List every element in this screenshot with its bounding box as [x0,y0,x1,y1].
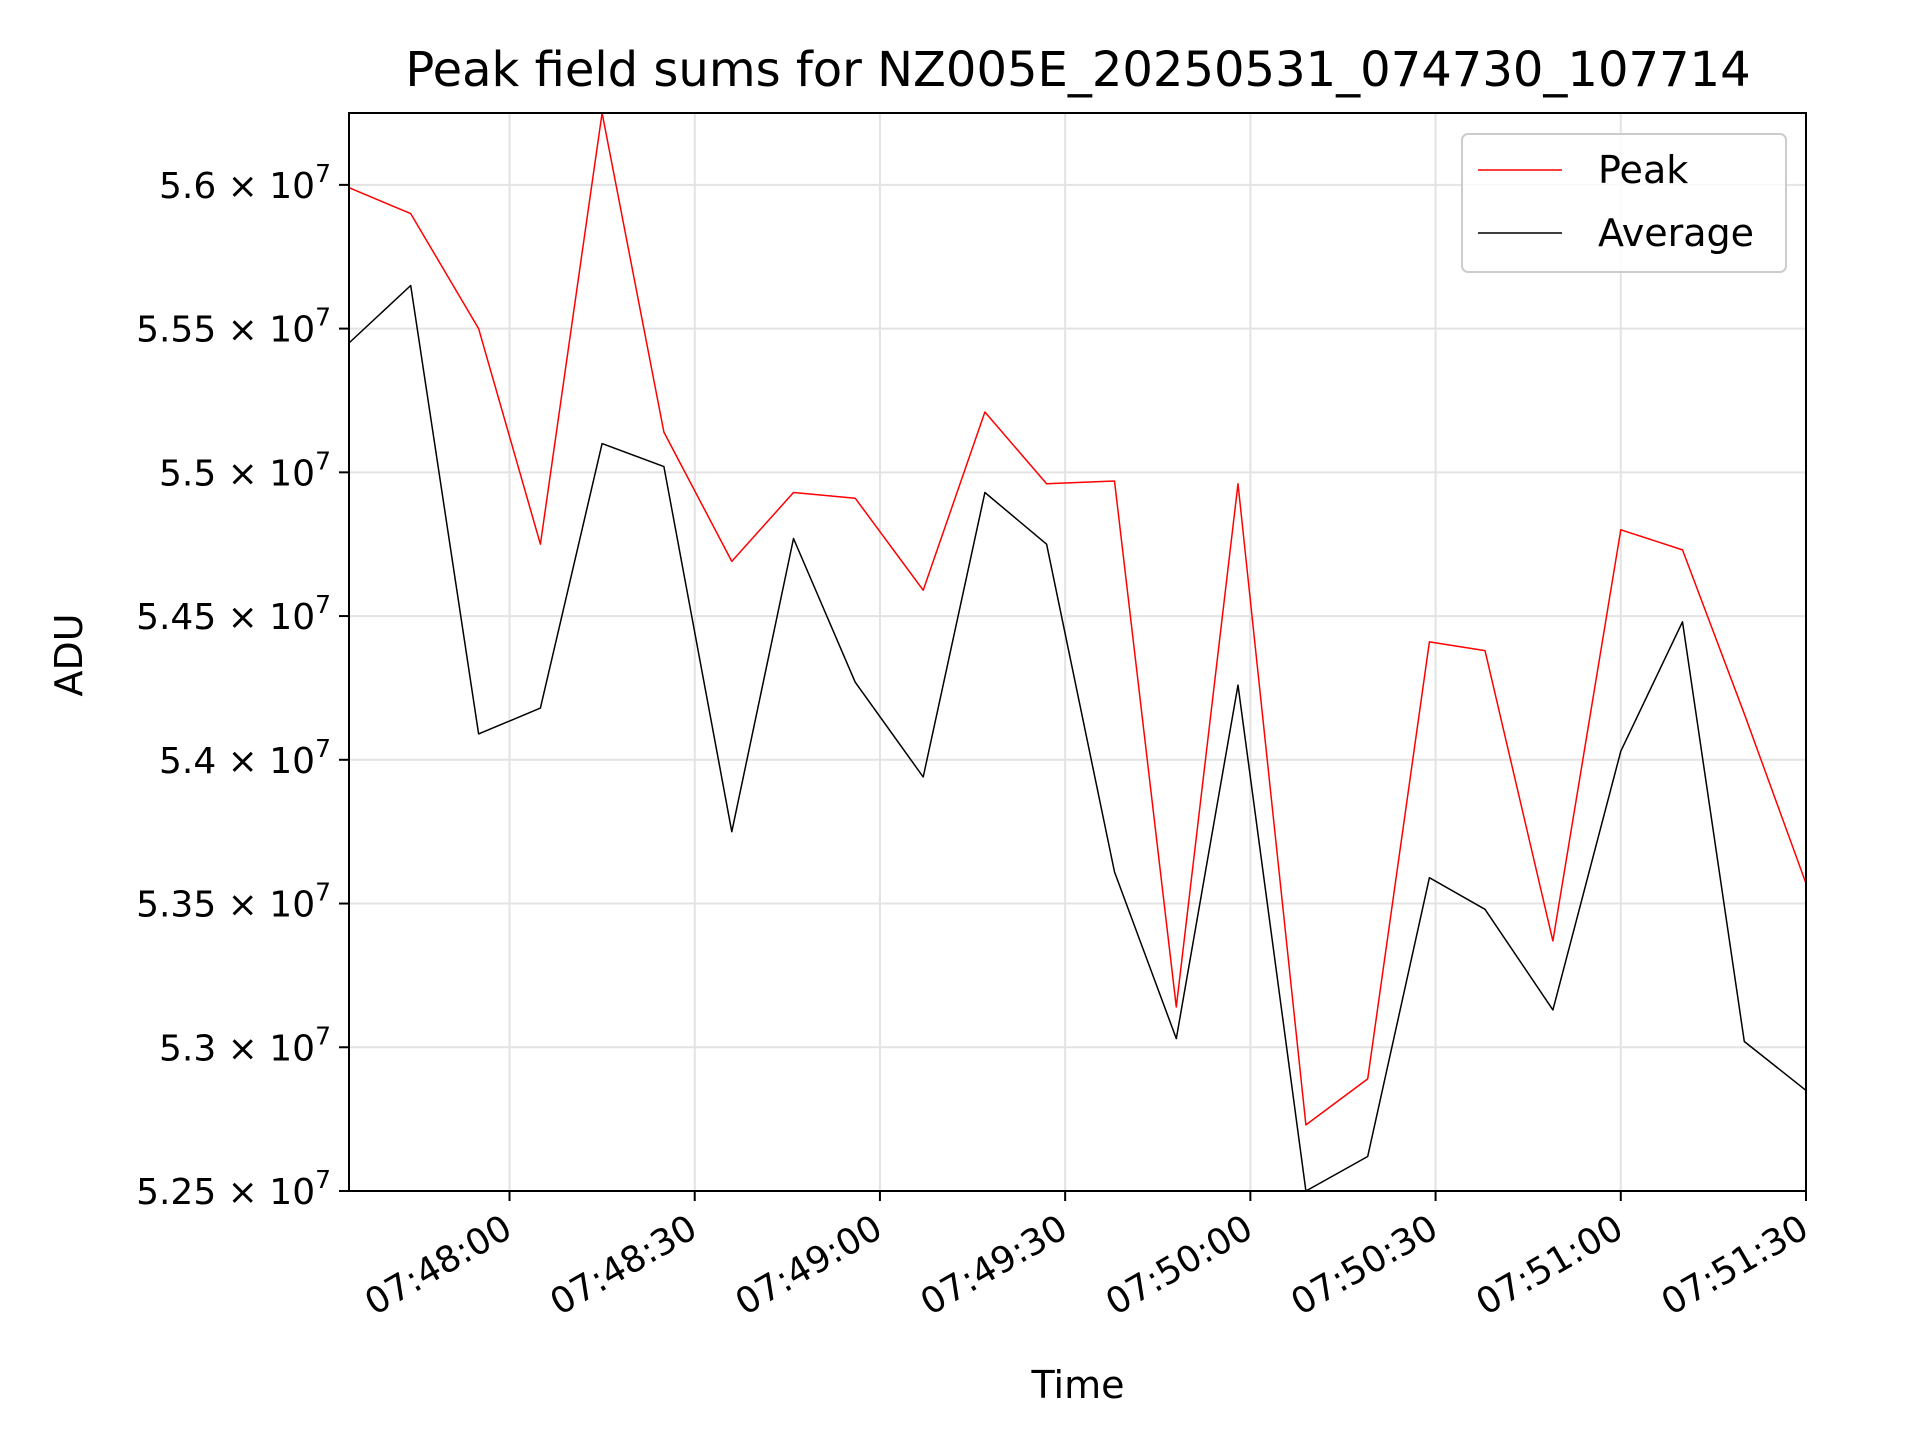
y-tick-label: 5.25 × 107 [136,1165,331,1213]
x-axis-label: Time [1031,1363,1125,1407]
y-axis: 5.25 × 107 5.3 × 107 5.35 × 107 5.4 × 107 5.… [136,159,349,1213]
y-tick-label: 5.35 × 107 [136,878,331,926]
legend-box [1461,133,1787,273]
legend-average-label: Average [1598,211,1754,255]
y-tick-label: 5.6 × 107 [159,159,331,207]
series-layer [349,113,1806,1191]
chart-title: Peak field sums for NZ005E_20250531_0747… [405,42,1750,98]
series-line-peak [349,113,1806,1126]
legend: Peak Average [1461,133,1787,273]
y-tick-label: 5.5 × 107 [159,446,331,494]
y-tick-label: 5.4 × 107 [159,734,331,782]
plot-frame [348,112,1807,1192]
series-line-average [349,284,1806,1191]
y-tick-label: 5.55 × 107 [136,303,331,351]
legend-peak-label: Peak [1598,148,1688,192]
y-tick-label: 5.45 × 107 [136,590,331,638]
y-axis-label: ADU [47,613,91,696]
y-tick-label: 5.3 × 107 [159,1021,331,1069]
